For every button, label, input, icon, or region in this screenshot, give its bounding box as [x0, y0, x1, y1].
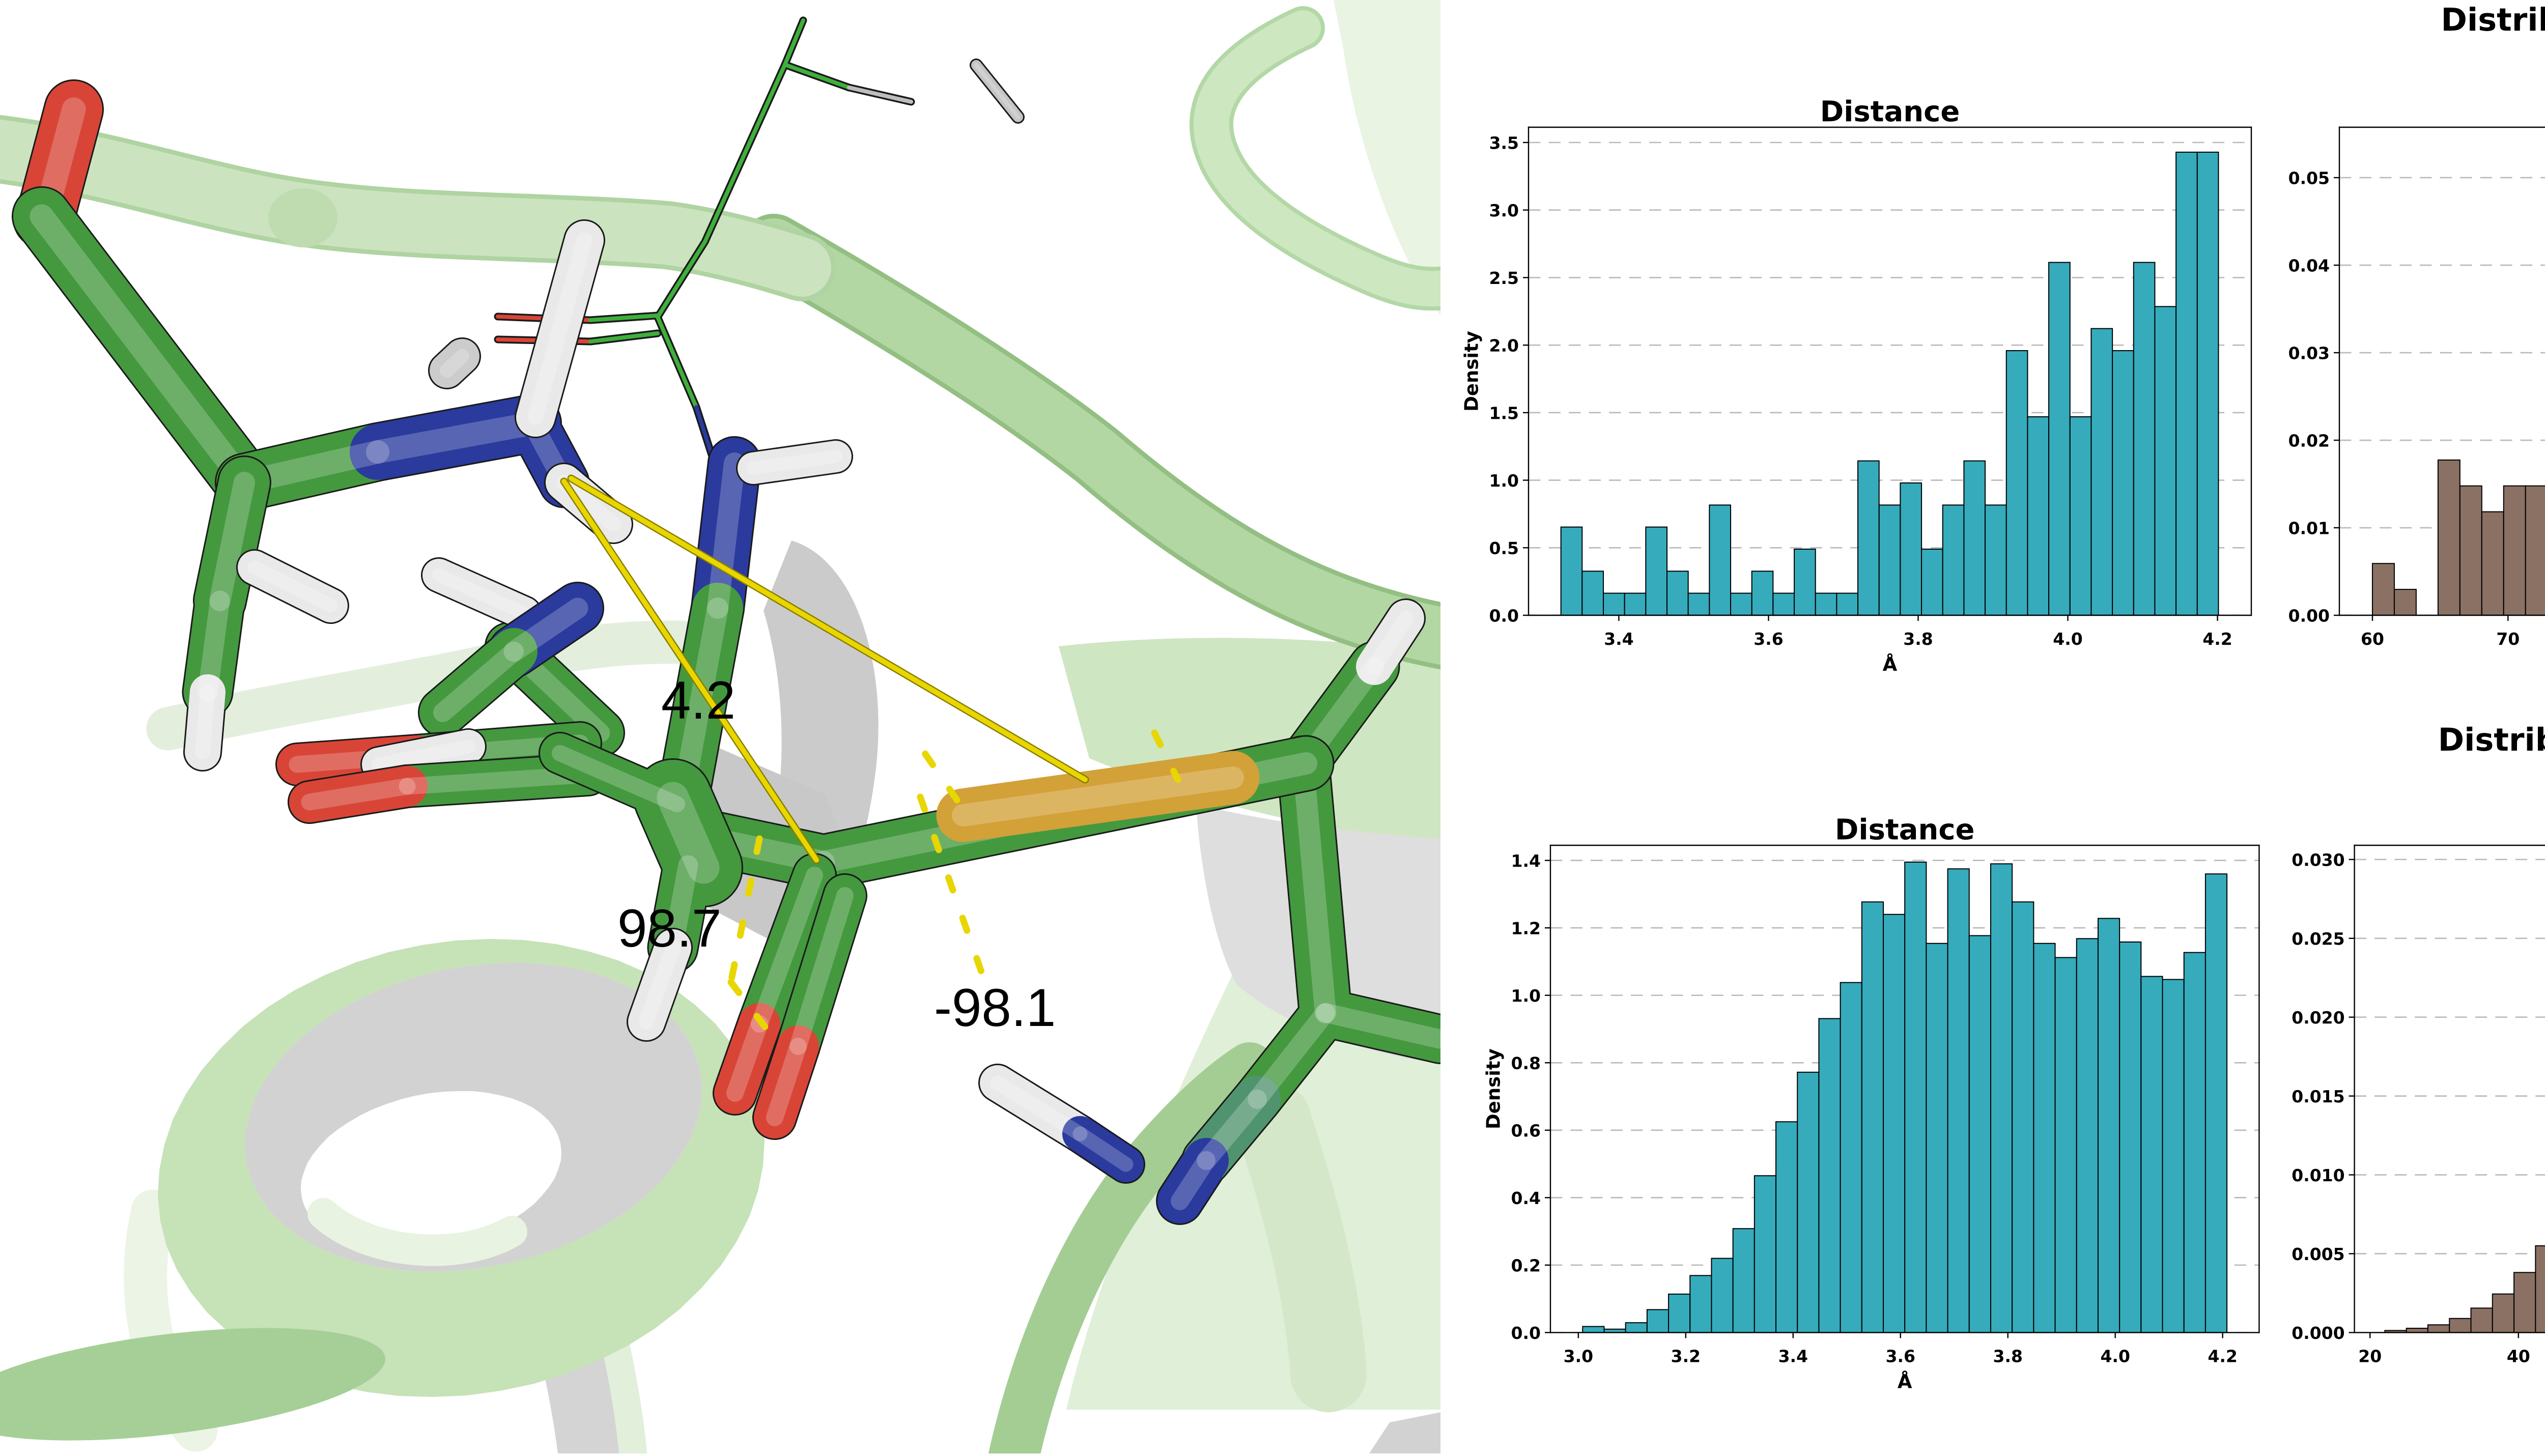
svg-text:98.7: 98.7 [617, 899, 721, 958]
svg-text:4.2: 4.2 [661, 671, 736, 730]
svg-text:-98.1: -98.1 [934, 978, 1056, 1038]
